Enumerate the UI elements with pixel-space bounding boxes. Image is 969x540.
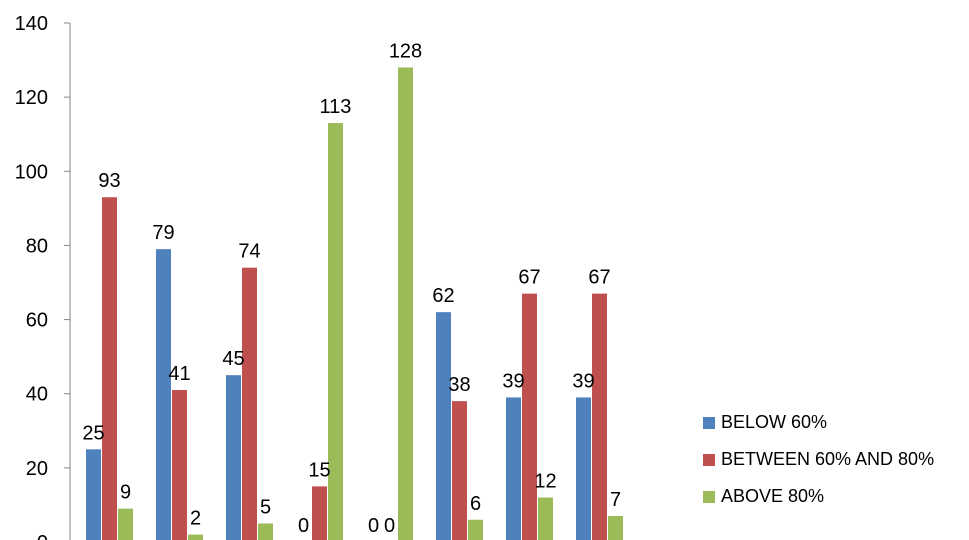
y-tick-label: 140 [15,13,48,35]
bar [468,519,483,540]
bar [102,197,117,540]
legend-item-below-60: BELOW 60% [703,404,934,441]
y-tick-label: 20 [26,458,48,480]
bar [576,397,591,540]
data-label: 9 [120,482,131,504]
data-label: 0 [298,515,309,537]
data-label: 67 [588,267,610,289]
data-label: 93 [98,170,120,192]
y-tick-label: 80 [26,235,48,257]
data-label: 12 [534,471,556,493]
bar [188,534,203,540]
bar [328,123,343,540]
data-label: 39 [572,370,594,392]
data-label: 7 [610,489,621,511]
data-label: 15 [308,459,330,481]
data-label: 5 [260,496,271,518]
legend-swatch-between-60-80 [703,453,715,466]
data-label: 6 [470,493,481,515]
legend-label-between-60-80: BETWEEN 60% AND 80% [721,449,935,469]
bar [172,390,187,540]
legend-swatch-above-80 [703,490,715,503]
bar [258,523,273,540]
bar [398,67,413,540]
bars-group [86,67,623,540]
bar [156,249,171,540]
bar [226,375,241,540]
legend-item-above-80: ABOVE 80% [703,478,934,515]
bar [436,312,451,540]
legend-label-above-80: ABOVE 80% [721,486,825,506]
legend: BELOW 60% BETWEEN 60% AND 80% ABOVE 80% [703,404,934,515]
data-label: 74 [238,241,260,263]
bar [118,508,133,540]
y-tick-label: 120 [15,87,48,109]
bar [522,293,537,540]
y-tick-label: 40 [26,384,48,406]
data-label: 25 [82,422,104,444]
y-axis: 0 20 40 60 80 100 120 140 [15,13,71,540]
bar [592,293,607,540]
bar [608,516,623,540]
y-tick-label: 0 [37,532,48,540]
data-label: 38 [448,374,470,396]
bar [312,486,327,540]
legend-item-between-60-80: BETWEEN 60% AND 80% [703,441,934,478]
bar [452,401,467,540]
bar [538,497,553,540]
data-label: 128 [389,40,422,62]
y-tick-label: 60 [26,310,48,332]
bar [242,267,257,540]
data-label: 39 [502,370,524,392]
data-label: 0 [368,515,379,537]
legend-label-below-60: BELOW 60% [721,412,828,432]
data-label: 45 [222,348,244,370]
data-label: 67 [518,267,540,289]
data-label: 62 [432,285,454,307]
data-label: 113 [320,96,352,118]
data-label: 79 [152,222,174,244]
data-label: 0 [384,515,395,537]
legend-swatch-below-60 [703,416,715,429]
y-tick-label: 100 [15,161,48,183]
data-label: 2 [190,508,201,530]
bar [86,449,101,540]
data-label: 41 [168,363,190,385]
bar [506,397,521,540]
